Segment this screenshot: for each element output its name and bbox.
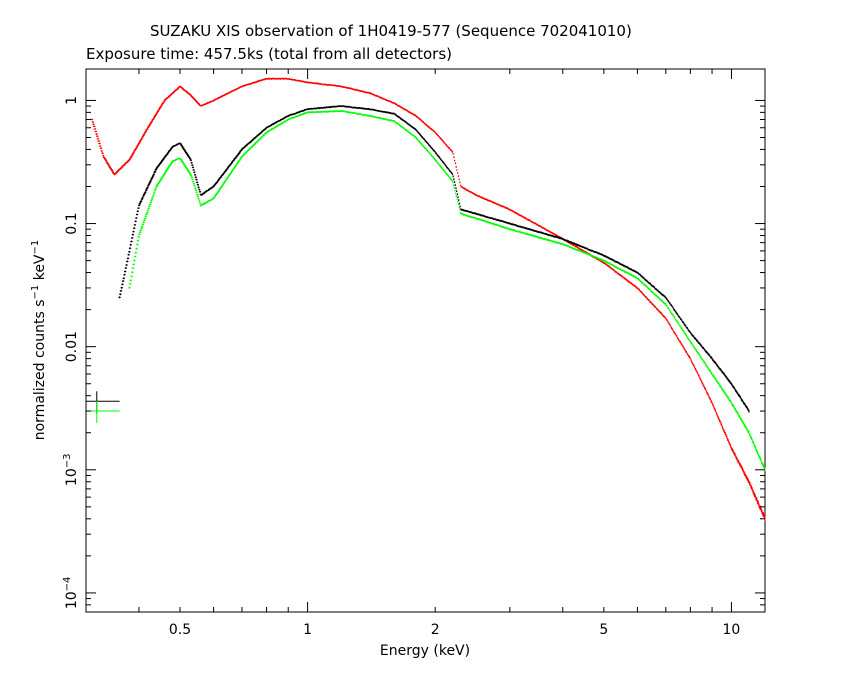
series-1-points (118, 105, 750, 413)
y-tick-label: 0.1 (64, 212, 80, 234)
x-tick-label: 1 (303, 622, 312, 638)
x-tick-label: 0.5 (169, 622, 191, 638)
y-axis-label: normalized counts s−1 keV−1 (30, 240, 48, 441)
x-tick-label: 10 (723, 622, 741, 638)
y-tick-label: 0.01 (64, 331, 80, 362)
x-tick-label: 2 (431, 622, 440, 638)
series-0 (90, 77, 766, 521)
series-1 (118, 105, 750, 413)
series-2-points (128, 110, 766, 472)
chart-subtitle: Exposure time: 457.5ks (total from all d… (86, 45, 453, 63)
annotation-cross-1 (86, 401, 120, 424)
chart-title: SUZAKU XIS observation of 1H0419-577 (Se… (150, 22, 632, 40)
series-2 (128, 110, 766, 472)
x-tick-label: 5 (599, 622, 608, 638)
y-tick-label: 10−4 (62, 577, 80, 610)
series-0-points (90, 77, 766, 521)
y-tick-label: 1 (64, 96, 80, 105)
annotation-cross-0 (86, 391, 120, 414)
y-tick-label: 10−3 (62, 454, 80, 487)
plot-frame (85, 68, 766, 613)
data-layer (86, 77, 766, 521)
x-axis-label: Energy (keV) (380, 643, 470, 659)
